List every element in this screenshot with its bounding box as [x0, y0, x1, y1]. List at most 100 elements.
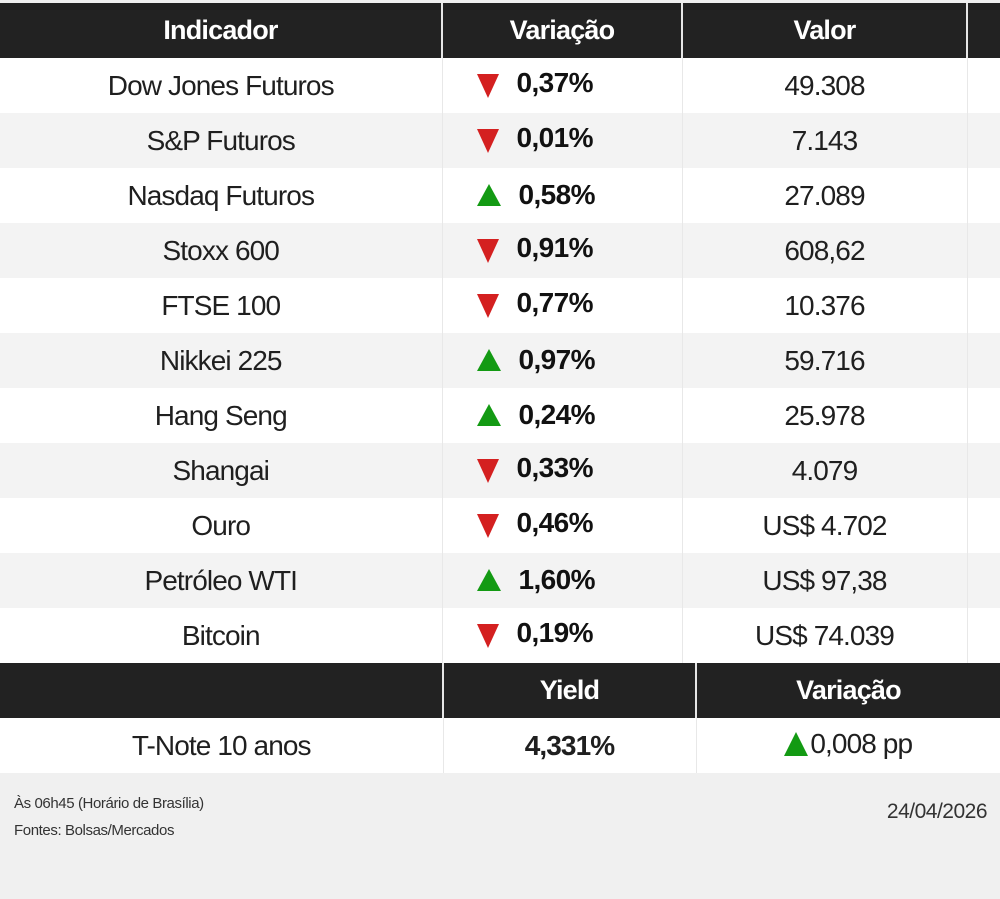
arrow-down-icon	[476, 513, 499, 538]
table-row: Bitcoin 0,19% US$ 74.039	[0, 608, 1000, 663]
market-table-header: Indicador Variação Valor	[0, 3, 1000, 58]
variation-value: 0,37%	[516, 66, 594, 98]
indicator-value: US$ 4.702	[681, 498, 967, 553]
top-strip	[0, 0, 1000, 3]
variation-cell: 0,01%	[441, 113, 682, 168]
arrow-up-icon	[476, 183, 501, 206]
indicator-name: Dow Jones Futuros	[0, 58, 442, 113]
indicator-value: 10.376	[681, 278, 967, 333]
table-row: Shangai 0,33% 4.079	[0, 443, 1000, 498]
indicator-name: Nikkei 225	[0, 333, 442, 388]
variation-value: 0,97%	[518, 343, 596, 375]
table-row: Nikkei 225 0,97% 59.716	[0, 333, 1000, 388]
sources-note: Fontes: Bolsas/Mercados	[14, 822, 175, 839]
indicator-value: 59.716	[681, 333, 967, 388]
variation-value: 0,01%	[516, 121, 594, 153]
header-indicator: Indicador	[0, 3, 442, 58]
extra-cell	[966, 278, 1000, 333]
extra-cell	[966, 388, 1000, 443]
extra-cell	[966, 168, 1000, 223]
market-table: Indicador Variação Valor Dow Jones Futur…	[0, 3, 1000, 663]
arrow-up-icon	[784, 732, 809, 756]
variation-cell: 0,24%	[441, 388, 682, 443]
indicator-name: Ouro	[0, 498, 442, 553]
header-extra	[966, 3, 1000, 58]
indicator-name: Petróleo WTI	[0, 553, 442, 608]
extra-cell	[966, 443, 1000, 498]
variation-cell: 1,60%	[441, 553, 682, 608]
variation-cell: 0,19%	[441, 608, 682, 663]
indicator-value: 608,62	[681, 223, 967, 278]
indicator-value: 7.143	[681, 113, 967, 168]
indicator-name: S&P Futuros	[0, 113, 442, 168]
variation-value: 1,60%	[518, 563, 596, 595]
variation-cell: 0,91%	[441, 223, 682, 278]
table-row: Dow Jones Futuros 0,37% 49.308	[0, 58, 1000, 113]
indicator-name: Nasdaq Futuros	[0, 168, 442, 223]
variation-value: 0,19%	[516, 616, 594, 648]
indicator-name: FTSE 100	[0, 278, 442, 333]
arrow-down-icon	[476, 128, 499, 153]
arrow-down-icon	[476, 293, 499, 318]
extra-cell	[966, 113, 1000, 168]
extra-cell	[966, 608, 1000, 663]
yield-value: 4,331%	[442, 718, 696, 773]
indicator-value: 49.308	[681, 58, 967, 113]
indicator-value: 27.089	[681, 168, 967, 223]
indicator-name: Bitcoin	[0, 608, 442, 663]
indicator-value: 25.978	[681, 388, 967, 443]
extra-cell	[966, 333, 1000, 388]
variation-cell: 0,97%	[441, 333, 682, 388]
header-blank	[0, 663, 443, 718]
table-row: Hang Seng 0,24% 25.978	[0, 388, 1000, 443]
arrow-down-icon	[476, 458, 499, 483]
arrow-up-icon	[476, 568, 501, 591]
variation-value: 0,91%	[516, 231, 594, 263]
variation-cell: 0,37%	[441, 58, 682, 113]
variation-value: 0,46%	[516, 506, 594, 538]
header-variation: Variação	[441, 3, 682, 58]
arrow-up-icon	[476, 403, 501, 426]
variation-value: 0,77%	[516, 286, 594, 318]
variation-cell: 0,46%	[441, 498, 682, 553]
extra-cell	[966, 223, 1000, 278]
indicator-name: T-Note 10 anos	[0, 718, 443, 773]
header-value: Valor	[681, 3, 967, 58]
yield-table: Yield Variação T-Note 10 anos 4,331% 0,0…	[0, 663, 1000, 773]
indicator-name: Hang Seng	[0, 388, 442, 443]
arrow-down-icon	[476, 73, 499, 98]
variation-value: 0,24%	[518, 398, 596, 430]
arrow-down-icon	[476, 623, 499, 648]
arrow-down-icon	[476, 238, 499, 263]
yield-table-header: Yield Variação	[0, 663, 1000, 718]
footer: Às 06h45 (Horário de Brasília) Fontes: B…	[0, 775, 1000, 899]
table-row: T-Note 10 anos 4,331% 0,008 pp	[0, 718, 1000, 773]
indicator-value: US$ 97,38	[681, 553, 967, 608]
update-time-note: Às 06h45 (Horário de Brasília)	[14, 795, 204, 812]
indicator-name: Stoxx 600	[0, 223, 442, 278]
report-date: 24/04/2026	[886, 800, 988, 823]
indicator-name: Shangai	[0, 443, 442, 498]
variation-value: 0,58%	[518, 178, 596, 210]
variation-cell: 0,58%	[441, 168, 682, 223]
table-row: FTSE 100 0,77% 10.376	[0, 278, 1000, 333]
yield-change-cell: 0,008 pp	[695, 718, 1000, 773]
variation-cell: 0,33%	[441, 443, 682, 498]
indicator-value: US$ 74.039	[681, 608, 967, 663]
extra-cell	[966, 58, 1000, 113]
table-row: S&P Futuros 0,01% 7.143	[0, 113, 1000, 168]
extra-cell	[966, 498, 1000, 553]
variation-cell: 0,77%	[441, 278, 682, 333]
extra-cell	[966, 553, 1000, 608]
arrow-up-icon	[476, 348, 501, 371]
table-row: Stoxx 600 0,91% 608,62	[0, 223, 1000, 278]
table-row: Nasdaq Futuros 0,58% 27.089	[0, 168, 1000, 223]
header-yield: Yield	[442, 663, 696, 718]
variation-value: 0,33%	[516, 451, 594, 483]
header-yield-variation: Variação	[695, 663, 1000, 718]
yield-change-value: 0,008 pp	[810, 728, 913, 759]
indicator-value: 4.079	[681, 443, 967, 498]
table-row: Petróleo WTI 1,60% US$ 97,38	[0, 553, 1000, 608]
table-row: Ouro 0,46% US$ 4.702	[0, 498, 1000, 553]
